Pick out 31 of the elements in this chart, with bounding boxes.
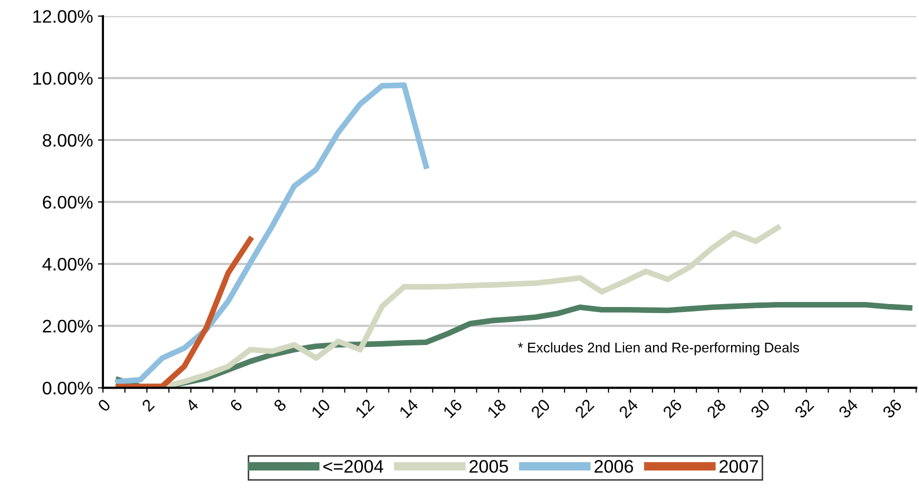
x-tick-label: 14	[398, 398, 419, 418]
y-tick-label: 8.00%	[42, 134, 93, 147]
y-tick-label: 4.00%	[42, 258, 93, 271]
x-tick-label: 32	[794, 398, 814, 419]
x-tick-label: 18	[486, 398, 507, 418]
x-tick-label: 20	[530, 398, 551, 419]
legend-label: <=2004	[323, 460, 384, 473]
y-tick-label: 12.00%	[33, 10, 93, 23]
x-tick-label: 2	[141, 398, 155, 412]
x-tick-label: 16	[442, 398, 463, 418]
x-tick-label: 12	[354, 398, 375, 418]
x-tick-label: 24	[618, 398, 639, 419]
x-tick-label: 28	[706, 398, 727, 419]
x-tick-label: 26	[662, 398, 683, 419]
y-tick-label: 2.00%	[42, 320, 93, 333]
x-tick-label: 8	[273, 398, 287, 412]
x-tick-label: 0	[97, 398, 112, 412]
legend-label: 2006	[594, 460, 634, 473]
y-tick-label: 10.00%	[33, 72, 93, 85]
annotation: * Excludes 2nd Lien and Re-performing Deals	[518, 342, 800, 356]
x-tick-label: 22	[574, 398, 594, 419]
y-tick-label: 0.00%	[42, 382, 93, 394]
x-tick-label: 10	[310, 398, 331, 418]
x-tick-label: 4	[185, 398, 200, 412]
x-tick-label: 6	[229, 398, 243, 412]
x-tick-label: 34	[838, 398, 859, 419]
y-tick-label: 6.00%	[42, 196, 93, 209]
x-tick-label: 30	[750, 398, 771, 419]
legend-label: 2007	[720, 460, 758, 473]
x-tick-label: 36	[882, 398, 902, 419]
legend-label: 2005	[470, 460, 508, 473]
